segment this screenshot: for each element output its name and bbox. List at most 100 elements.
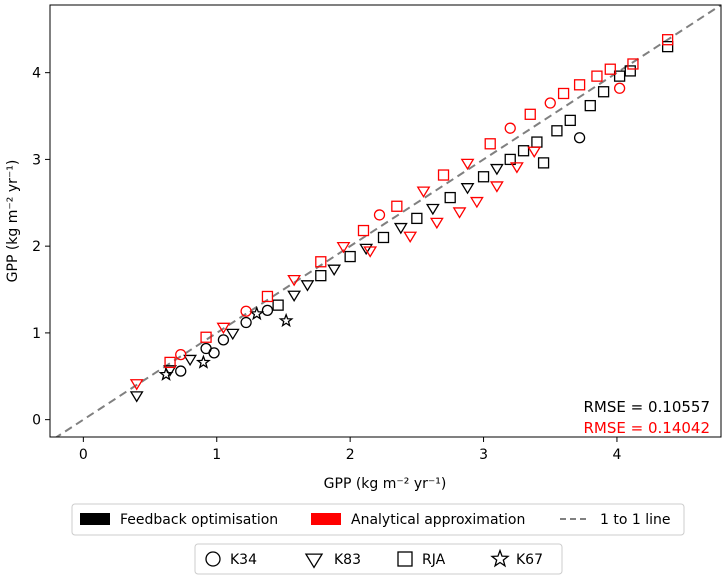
feedback-point-24 xyxy=(425,203,440,216)
one-to-one-line xyxy=(54,5,721,437)
feedback-point-25 xyxy=(444,191,456,204)
series-legend-frame xyxy=(71,503,685,536)
analytical-point-29 xyxy=(573,79,586,91)
plot-frame xyxy=(49,4,722,438)
y-tick-label: 4 xyxy=(32,66,41,82)
feedback-point-22 xyxy=(393,222,408,235)
legend-label-k67: K67 xyxy=(516,552,543,568)
series-legend: Feedback optimisation Analytical approxi… xyxy=(71,503,685,536)
feedback-point-16 xyxy=(300,280,315,292)
analytical-point-23 xyxy=(504,122,516,134)
x-tick-label: 0 xyxy=(79,447,88,463)
analytical-point-33 xyxy=(627,58,639,70)
analytical-point-14 xyxy=(403,231,418,244)
analytical-point-7 xyxy=(287,274,302,287)
feedback-point-2 xyxy=(163,365,177,377)
x-tick-label: 4 xyxy=(612,447,621,463)
feedback-point-23 xyxy=(411,212,423,225)
feedback-point-5 xyxy=(195,354,211,369)
legend-label-k34: K34 xyxy=(230,552,257,568)
analytical-point-16 xyxy=(429,217,444,230)
analytical-point-5 xyxy=(240,305,252,317)
feedback-point-10 xyxy=(240,316,252,329)
y-tick-label: 3 xyxy=(32,152,41,168)
analytical-point-28 xyxy=(557,87,570,100)
legend-marker-k34 xyxy=(205,551,221,567)
feedback-point-7 xyxy=(208,347,220,359)
legend-label-analytical: Analytical approximation xyxy=(351,512,525,528)
legend-label-k83: K83 xyxy=(334,552,361,568)
analytical-point-15 xyxy=(416,186,431,198)
feedback-point-36 xyxy=(584,99,596,112)
analytical-point-20 xyxy=(469,196,484,209)
rmse-feedback-annotation: RMSE = 0.10557 xyxy=(584,398,711,416)
feedback-point-8 xyxy=(217,334,230,346)
rmse-analytical-annotation: RMSE = 0.14042 xyxy=(584,419,711,437)
feedback-point-1 xyxy=(158,366,174,381)
x-tick-label: 2 xyxy=(346,447,355,463)
analytical-point-24 xyxy=(509,162,524,174)
feedback-point-0 xyxy=(129,391,144,403)
x-axis-label: GPP (kg m⁻² yr⁻¹) xyxy=(324,476,447,492)
feedback-point-32 xyxy=(537,157,550,169)
analytical-point-27 xyxy=(544,97,556,109)
feedback-point-3 xyxy=(175,365,187,377)
analytical-point-31 xyxy=(604,63,616,75)
analytical-point-9 xyxy=(336,242,351,254)
analytical-point-12 xyxy=(373,209,386,221)
legend-label-feedback: Feedback optimisation xyxy=(120,512,278,528)
legend-label-one-to-one: 1 to 1 line xyxy=(600,512,671,528)
legend-marker-k67 xyxy=(490,548,510,568)
x-axis-ticks: 0 1 2 3 4 xyxy=(79,437,621,463)
analytical-point-1 xyxy=(164,356,176,369)
analytical-point-0 xyxy=(129,379,144,391)
analytical-point-4 xyxy=(216,322,231,335)
feedback-point-31 xyxy=(531,136,543,148)
feedback-point-19 xyxy=(344,250,356,263)
legend-patch-analytical xyxy=(311,513,341,525)
x-tick-label: 1 xyxy=(212,447,221,463)
legend-patch-feedback xyxy=(80,513,110,525)
feedback-point-9 xyxy=(225,328,240,341)
analytical-point-10 xyxy=(357,224,370,237)
y-axis-ticks: 0 1 2 3 4 xyxy=(32,66,50,429)
legend-marker-rja xyxy=(397,551,413,567)
analytical-point-30 xyxy=(591,70,603,82)
feedback-point-15 xyxy=(287,290,302,302)
analytical-point-13 xyxy=(391,200,403,212)
x-tick-label: 3 xyxy=(479,447,488,463)
analytical-point-21 xyxy=(484,138,496,150)
feedback-point-27 xyxy=(477,171,490,183)
analytical-point-11 xyxy=(363,246,378,258)
site-legend-frame xyxy=(194,543,563,575)
analytical-point-19 xyxy=(460,158,475,171)
feedback-point-28 xyxy=(489,163,504,176)
y-tick-label: 0 xyxy=(32,413,41,429)
feedback-point-11 xyxy=(249,305,265,321)
feedback-point-38 xyxy=(613,70,626,82)
analytical-point-6 xyxy=(261,290,274,303)
feedback-point-14 xyxy=(278,312,294,328)
feedback-point-34 xyxy=(564,114,576,127)
y-axis-label: GPP (kg m⁻² yr⁻¹) xyxy=(5,160,21,283)
analytical-point-2 xyxy=(175,348,187,361)
analytical-point-32 xyxy=(613,82,626,94)
feedback-point-39 xyxy=(624,65,636,77)
feedback-point-40 xyxy=(661,40,674,53)
feedback-point-37 xyxy=(597,86,610,98)
analytical-point-25 xyxy=(524,108,536,120)
analytical-point-34 xyxy=(661,34,674,46)
analytical-point-17 xyxy=(437,169,450,181)
feedback-point-29 xyxy=(504,153,516,166)
site-legend: K34 K83 RJA K67 xyxy=(194,543,563,575)
legend-label-rja: RJA xyxy=(422,552,446,568)
feedback-point-30 xyxy=(517,145,530,157)
y-tick-label: 1 xyxy=(32,326,41,342)
analytical-point-22 xyxy=(489,181,504,193)
feedback-point-12 xyxy=(261,304,274,316)
analytical-point-8 xyxy=(315,256,327,268)
feedback-point-20 xyxy=(359,243,374,256)
data-points xyxy=(129,34,674,403)
analytical-point-3 xyxy=(200,331,212,343)
